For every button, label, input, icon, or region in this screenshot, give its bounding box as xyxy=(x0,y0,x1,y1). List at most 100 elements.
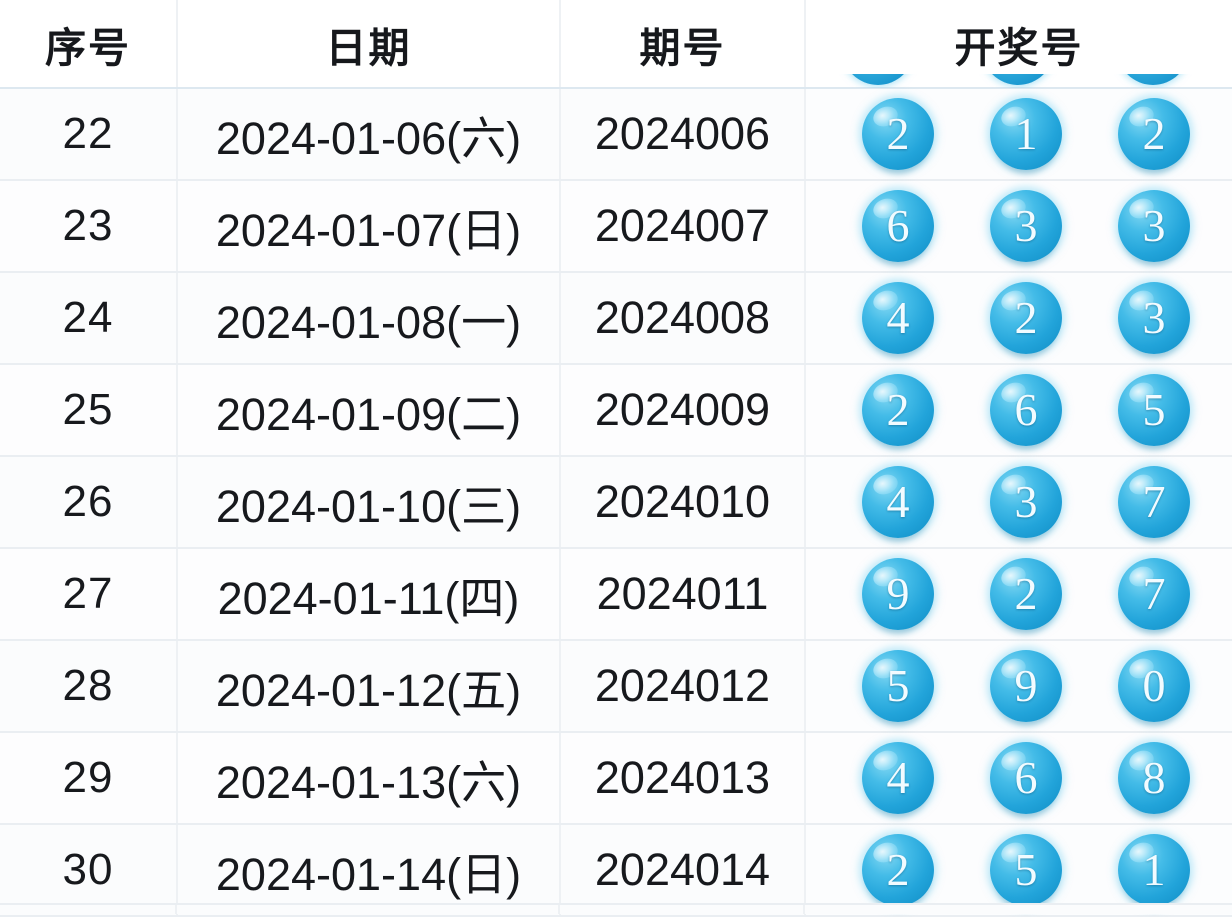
table-row[interactable]: 26 2024-01-10(三) 2024010 4 3 7 xyxy=(0,456,1232,549)
ball-group: 2 1 2 xyxy=(806,89,1232,179)
lottery-ball-number: 6 xyxy=(1014,384,1038,435)
previous-row-ball-sliver xyxy=(806,74,1232,88)
lottery-ball: 0 xyxy=(1118,650,1190,722)
lottery-ball-number: 6 xyxy=(886,200,910,251)
ball-group: 4 2 3 xyxy=(806,273,1232,363)
lottery-ball-number: 6 xyxy=(1014,752,1038,803)
lottery-ball-number: 1 xyxy=(1014,108,1038,159)
table-row[interactable]: 27 2024-01-11(四) 2024011 9 2 7 xyxy=(0,548,1232,641)
column-header-balls-label: 开奖号 xyxy=(954,24,1084,71)
ball-group: 4 3 7 xyxy=(806,457,1232,547)
lottery-ball: 4 xyxy=(862,742,934,814)
lottery-ball-number: 2 xyxy=(886,384,910,435)
lottery-ball-number: 7 xyxy=(1142,476,1166,527)
cell-issue: 2024012 xyxy=(560,640,806,733)
cell-date: 2024-01-12(五) xyxy=(177,640,561,733)
cell-winning-numbers: 9 2 7 xyxy=(805,548,1232,641)
lottery-ball: 3 xyxy=(990,466,1062,538)
cell-issue: 2024014 xyxy=(560,824,806,917)
lottery-ball: 8 xyxy=(1118,742,1190,814)
lottery-ball-number: 3 xyxy=(1142,292,1166,343)
table-header-row: 序号 日期 期号 开奖号 xyxy=(0,0,1232,89)
lottery-ball-number: 1 xyxy=(1142,844,1166,895)
cell-index: 22 xyxy=(0,88,178,181)
ball-group: 9 2 7 xyxy=(806,549,1232,639)
cell-date: 2024-01-07(日) xyxy=(177,180,561,273)
lottery-ball: 5 xyxy=(862,650,934,722)
lottery-ball-number: 9 xyxy=(1014,660,1038,711)
lottery-ball: 9 xyxy=(990,650,1062,722)
table-header: 序号 日期 期号 开奖号 xyxy=(0,0,1232,89)
cell-index: 26 xyxy=(0,456,178,549)
lottery-ball-number: 5 xyxy=(886,660,910,711)
lottery-ball: 1 xyxy=(990,98,1062,170)
lottery-ball-number: 5 xyxy=(1142,384,1166,435)
lottery-ball: 3 xyxy=(1118,282,1190,354)
lottery-ball: 3 xyxy=(990,190,1062,262)
lottery-ball-number: 3 xyxy=(1014,200,1038,251)
cell-issue: 2024007 xyxy=(560,180,806,273)
cell-index: 28 xyxy=(0,640,178,733)
lottery-ball: 6 xyxy=(990,742,1062,814)
table-row[interactable]: 29 2024-01-13(六) 2024013 4 6 8 xyxy=(0,732,1232,825)
column-header-balls[interactable]: 开奖号 xyxy=(805,0,1232,89)
lottery-ball: 7 xyxy=(1118,558,1190,630)
cell-index: 27 xyxy=(0,548,178,641)
lottery-ball-number: 5 xyxy=(1014,844,1038,895)
lottery-ball-number: 3 xyxy=(1142,200,1166,251)
ball-group: 2 5 1 xyxy=(806,825,1232,915)
lottery-ball: 2 xyxy=(862,98,934,170)
cell-date: 2024-01-10(三) xyxy=(177,456,561,549)
lottery-ball: 2 xyxy=(862,834,934,906)
lottery-ball-number: 2 xyxy=(1142,108,1166,159)
ball-group: 2 6 5 xyxy=(806,365,1232,455)
lottery-ball: 2 xyxy=(862,374,934,446)
cell-issue: 2024006 xyxy=(560,88,806,181)
lottery-ball-number: 4 xyxy=(886,752,910,803)
cell-index: 25 xyxy=(0,364,178,457)
table-row[interactable]: 28 2024-01-12(五) 2024012 5 9 0 xyxy=(0,640,1232,733)
cell-winning-numbers: 4 6 8 xyxy=(805,732,1232,825)
ball-group: 6 3 3 xyxy=(806,181,1232,271)
cell-date: 2024-01-06(六) xyxy=(177,88,561,181)
lottery-ball-number: 2 xyxy=(1014,292,1038,343)
table-body: 22 2024-01-06(六) 2024006 2 1 2 23 2024-01-07(日)… xyxy=(0,88,1232,917)
ball-group: 4 6 8 xyxy=(806,733,1232,823)
lottery-ball: 9 xyxy=(862,558,934,630)
lottery-ball-number: 4 xyxy=(886,292,910,343)
lottery-ball-number: 8 xyxy=(1142,752,1166,803)
cell-index: 30 xyxy=(0,824,178,917)
next-row-partial xyxy=(0,903,1232,914)
cell-date: 2024-01-13(六) xyxy=(177,732,561,825)
cell-issue: 2024010 xyxy=(560,456,806,549)
lottery-ball: 2 xyxy=(990,558,1062,630)
lottery-ball: 7 xyxy=(1118,466,1190,538)
column-header-issue[interactable]: 期号 xyxy=(560,0,806,89)
table-row[interactable]: 22 2024-01-06(六) 2024006 2 1 2 xyxy=(0,88,1232,181)
cell-winning-numbers: 2 6 5 xyxy=(805,364,1232,457)
lottery-ball: 2 xyxy=(990,282,1062,354)
lottery-ball-number: 3 xyxy=(1014,476,1038,527)
table-row[interactable]: 30 2024-01-14(日) 2024014 2 5 1 xyxy=(0,824,1232,917)
cell-winning-numbers: 6 3 3 xyxy=(805,180,1232,273)
cell-index: 23 xyxy=(0,180,178,273)
table-row[interactable]: 23 2024-01-07(日) 2024007 6 3 3 xyxy=(0,180,1232,273)
column-header-date[interactable]: 日期 xyxy=(177,0,561,89)
lottery-ball: 6 xyxy=(990,374,1062,446)
column-header-index[interactable]: 序号 xyxy=(0,0,178,89)
cell-winning-numbers: 2 1 2 xyxy=(805,88,1232,181)
cell-winning-numbers: 5 9 0 xyxy=(805,640,1232,733)
table-row[interactable]: 25 2024-01-09(二) 2024009 2 6 5 xyxy=(0,364,1232,457)
lottery-ball: 1 xyxy=(1118,834,1190,906)
lottery-ball-number: 7 xyxy=(1142,568,1166,619)
ball-group: 5 9 0 xyxy=(806,641,1232,731)
lottery-ball-number: 9 xyxy=(886,568,910,619)
lottery-ball: 2 xyxy=(1118,98,1190,170)
lottery-ball: 6 xyxy=(862,190,934,262)
lottery-ball: 4 xyxy=(862,466,934,538)
lottery-ball: 4 xyxy=(862,282,934,354)
table-row[interactable]: 24 2024-01-08(一) 2024008 4 2 3 xyxy=(0,272,1232,365)
lottery-ball: 5 xyxy=(990,834,1062,906)
lottery-ball-number: 4 xyxy=(886,476,910,527)
